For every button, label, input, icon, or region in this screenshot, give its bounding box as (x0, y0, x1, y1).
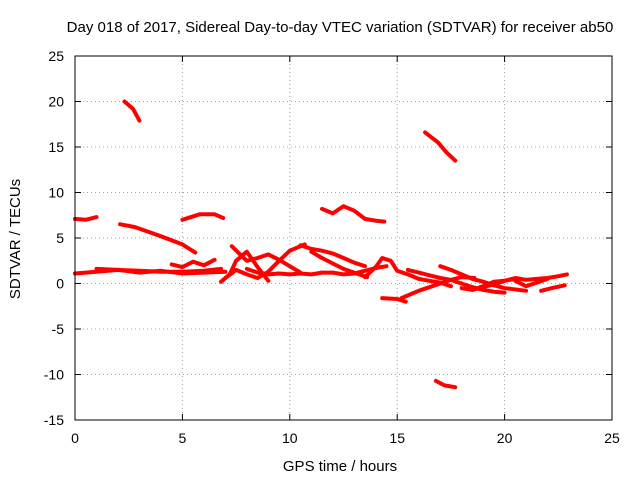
data-trace-s20 (405, 267, 507, 295)
x-tick-label: 5 (179, 430, 187, 446)
y-axis-label: SDTVAR / TECUs (7, 179, 24, 299)
y-tick-label: 25 (48, 48, 64, 64)
data-trace-s10 (169, 257, 217, 270)
x-tick-label: 20 (497, 430, 513, 446)
grid-lines (75, 56, 612, 420)
y-tick-label: 0 (56, 276, 64, 292)
data-trace-s13 (229, 244, 303, 275)
x-tick-label: 15 (389, 430, 405, 446)
y-tick-label: 20 (48, 94, 64, 110)
x-axis-label: GPS time / hours (283, 458, 397, 475)
data-trace-s21 (438, 264, 529, 293)
data-trace-s2 (122, 99, 142, 123)
data-trace-s9 (94, 266, 228, 276)
data-trace-s16 (309, 249, 370, 280)
y-tick-label: 15 (48, 139, 64, 155)
data-trace-s5 (320, 204, 387, 224)
y-tick-label: 10 (48, 185, 64, 201)
data-trace-s4 (180, 212, 226, 222)
y-tick-label: 5 (56, 230, 64, 246)
data-trace-s23 (470, 276, 518, 292)
data-trace-s15 (298, 243, 367, 269)
x-tick-label: 10 (282, 430, 298, 446)
data-trace-s3 (118, 222, 198, 255)
data-trace-s25 (539, 283, 567, 293)
data-trace-s18 (380, 296, 408, 304)
y-tick-label: -15 (44, 412, 64, 428)
axis-ticks: 0 5 10 15 20 25 -15 -10 -5 0 5 10 15 20 25 (44, 48, 620, 446)
x-tick-label: 25 (604, 430, 620, 446)
data-trace-s1 (73, 215, 99, 222)
data-trace-s24 (513, 276, 550, 289)
data-trace-s14 (244, 264, 389, 277)
data-traces (73, 99, 569, 390)
y-tick-label: -10 (44, 367, 64, 383)
y-tick-label: -5 (52, 321, 65, 337)
chart-title: Day 018 of 2017, Sidereal Day-to-day VTE… (67, 19, 614, 36)
data-trace-s7 (433, 378, 458, 390)
x-tick-label: 0 (71, 430, 79, 446)
data-trace-s17 (363, 256, 453, 289)
data-trace-s6 (423, 130, 458, 163)
